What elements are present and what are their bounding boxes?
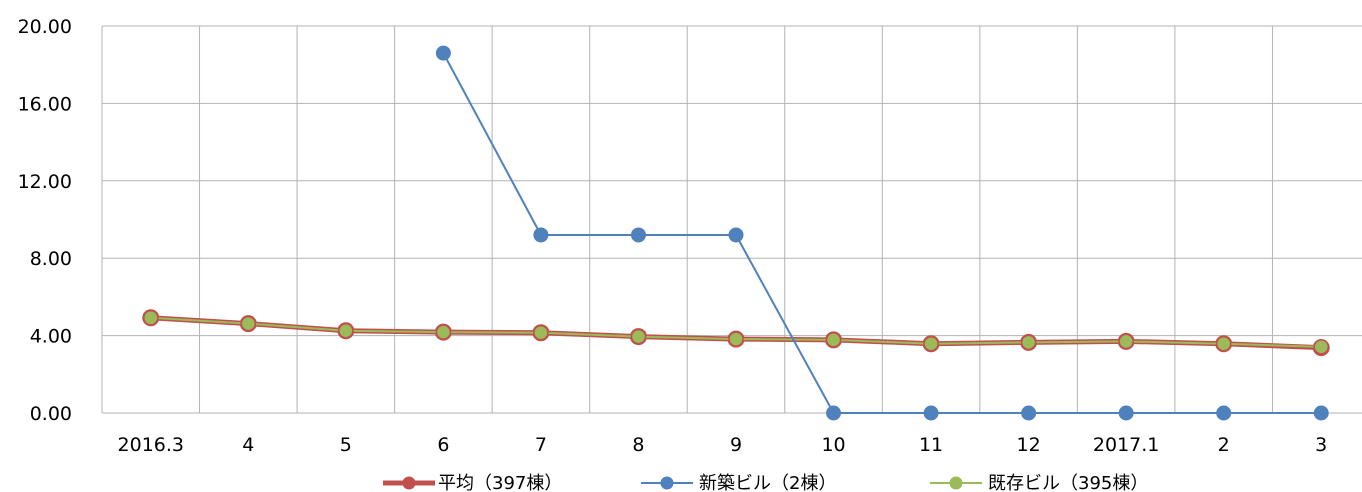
x-tick-label: 11 (919, 434, 943, 456)
legend-item: 平均（397棟） (383, 473, 562, 492)
legend-label: 既存ビル（395棟） (988, 473, 1148, 492)
data-point (728, 227, 744, 243)
y-tick-label: 4.00 (30, 326, 72, 348)
data-point (1216, 405, 1232, 421)
legend-label: 平均（397棟） (438, 473, 562, 492)
data-point (630, 227, 646, 243)
data-point (923, 335, 939, 352)
x-tick-label: 2016.3 (118, 434, 184, 456)
data-point (1313, 339, 1329, 355)
data-point (1020, 334, 1037, 351)
x-tick-label: 6 (437, 434, 449, 456)
data-point (923, 405, 939, 421)
series-1 (435, 45, 1329, 421)
legend-item: 新築ビル（2棟） (641, 473, 836, 492)
legend-swatch-marker (660, 476, 674, 490)
x-tick-label: 2017.1 (1093, 434, 1159, 456)
legend-swatch-marker (949, 476, 963, 490)
data-point (1215, 335, 1232, 352)
data-point (1313, 405, 1329, 421)
legend-swatch-marker (402, 476, 416, 490)
data-point (1021, 405, 1037, 421)
data-point (533, 227, 549, 243)
x-tick-label: 4 (242, 434, 254, 456)
y-tick-label: 0.00 (30, 403, 72, 425)
x-tick-label: 5 (340, 434, 352, 456)
y-tick-label: 16.00 (18, 93, 72, 115)
x-tick-label: 9 (730, 434, 742, 456)
series-line (442, 52, 1322, 414)
x-tick-label: 2 (1218, 434, 1230, 456)
legend: 平均（397棟） 新築ビル（2棟） 既存ビル（395棟） (383, 473, 1148, 492)
data-point (533, 324, 549, 341)
y-tick-label: 12.00 (18, 171, 72, 193)
data-point (825, 332, 842, 348)
data-point (435, 45, 451, 61)
legend-item: 既存ビル（395棟） (930, 473, 1148, 492)
data-point (240, 315, 257, 332)
data-point (1118, 333, 1134, 350)
x-tick-label: 8 (632, 434, 644, 456)
data-point (826, 405, 842, 421)
series-2 (143, 310, 1329, 355)
series-layer (142, 45, 1330, 421)
data-point (338, 323, 354, 339)
data-point (630, 328, 647, 345)
data-point (435, 324, 452, 340)
legend-label: 新築ビル（2棟） (699, 473, 836, 492)
x-tick-label: 12 (1017, 434, 1041, 456)
y-tick-label: 8.00 (30, 248, 72, 270)
grid (101, 25, 1362, 414)
y-tick-label: 20.00 (18, 16, 72, 38)
x-tick-label: 10 (821, 434, 845, 456)
data-point (728, 331, 744, 347)
axes: 0.00 4.00 8.00 12.00 16.00 20.00 2016.3 4 5 6 7 8 9 1… (18, 16, 1328, 456)
x-tick-label: 3 (1315, 434, 1327, 456)
data-point (1118, 405, 1134, 421)
data-point (143, 310, 159, 326)
x-tick-label: 7 (535, 434, 547, 456)
